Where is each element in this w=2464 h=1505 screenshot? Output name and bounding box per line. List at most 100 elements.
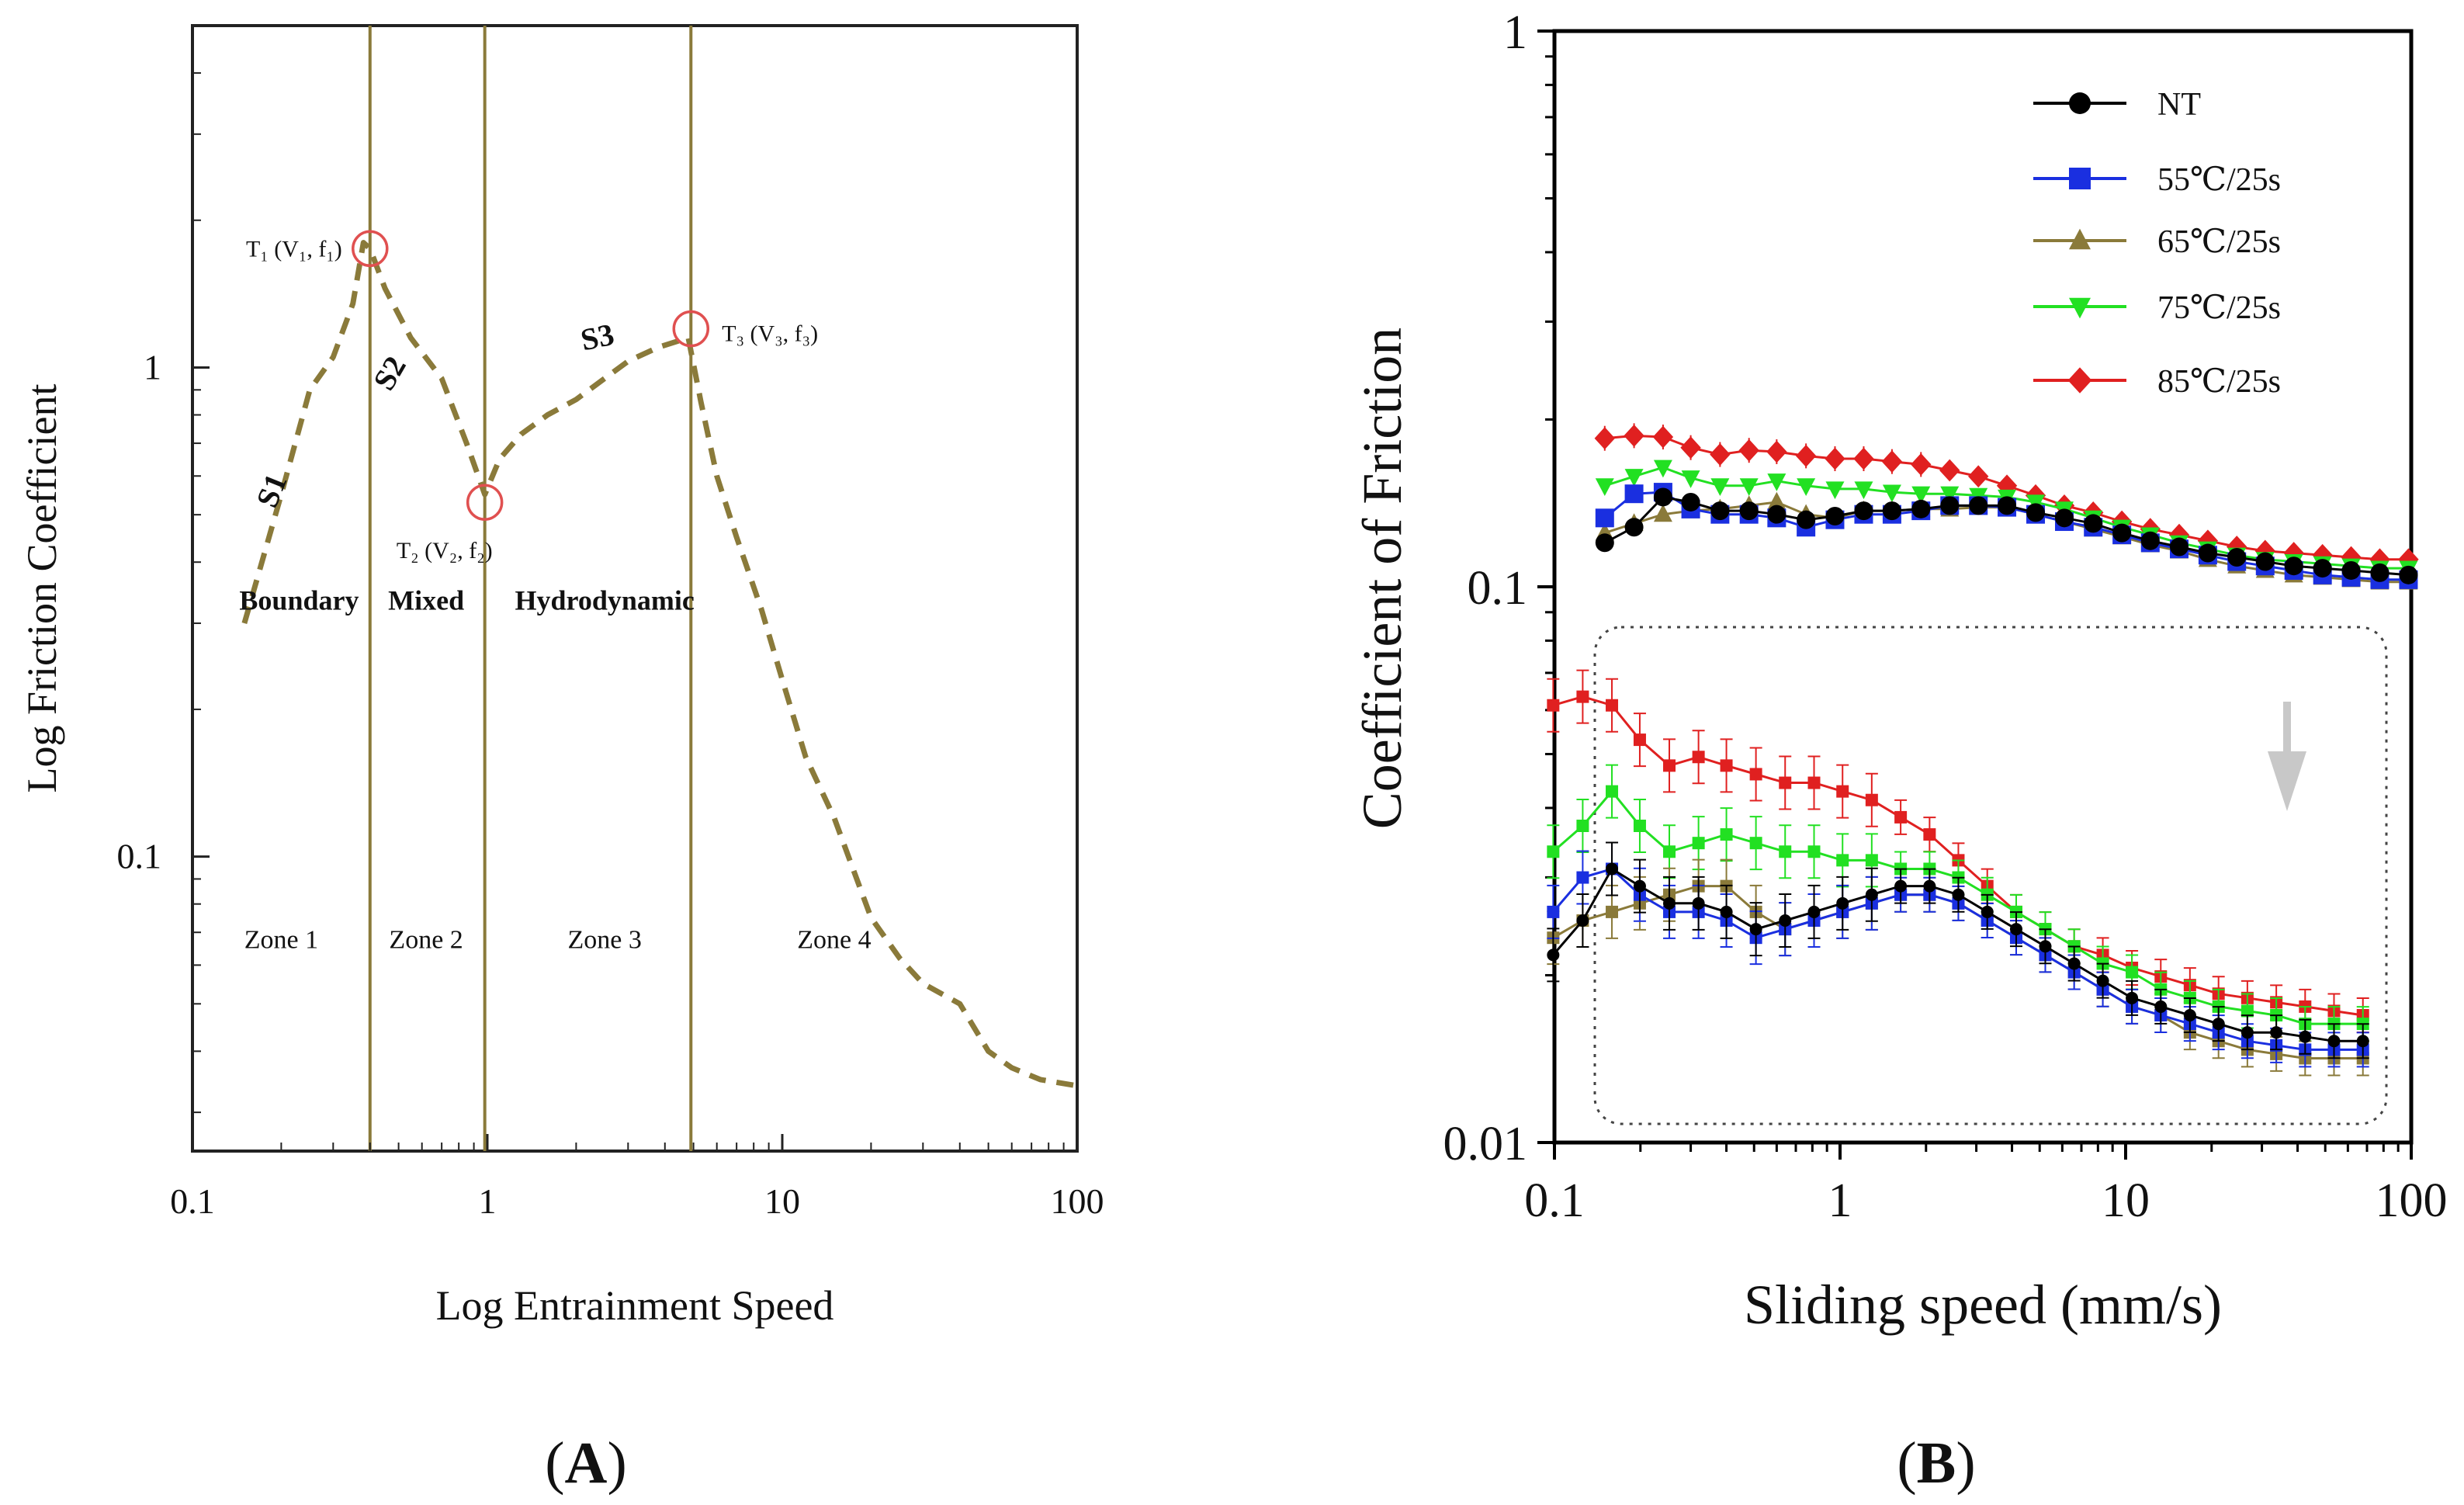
inset-data-point	[1923, 879, 1936, 893]
b-data-point	[1595, 508, 1614, 528]
b-data-point	[1882, 501, 1901, 521]
inset-data-point	[2096, 974, 2109, 987]
b-data-point	[1939, 459, 1960, 482]
inset-data-point	[1692, 837, 1705, 850]
a-transition-label-1: T₁ (V₁, f₁)	[246, 236, 342, 262]
b-data-point	[2055, 508, 2074, 528]
inset-data-point	[1865, 854, 1878, 867]
b-data-point	[1882, 484, 1901, 503]
panel-a-y-axis-title: Log Friction Coefficient	[19, 384, 65, 793]
inset-data-point	[1576, 871, 1589, 884]
b-data-point	[1797, 478, 1816, 496]
inset-data-point	[2039, 940, 2052, 953]
b-data-point	[1854, 501, 1873, 521]
inset-data-point	[1749, 837, 1762, 850]
a-friction-curve	[241, 240, 1078, 1089]
panel-b-legend: NT 55℃/25s 65℃/25s 75℃/25s 85℃/25s	[2033, 87, 2281, 400]
b-data-point	[1653, 487, 1672, 507]
b-data-point	[1681, 492, 1700, 511]
panel-b-y-axis-title: Coefficient of Friction	[1351, 328, 1413, 830]
b-data-point	[2140, 531, 2160, 550]
b-data-point	[1911, 499, 1931, 518]
inset-data-point	[1836, 785, 1849, 798]
inset-data-point	[2154, 1000, 2168, 1013]
b-x-tick-label: 0.1	[1524, 1174, 1585, 1227]
legend-marker-4	[2067, 367, 2092, 394]
inset-data-point	[2240, 1026, 2254, 1039]
panel-b-label: (B)	[1897, 1430, 1975, 1496]
a-regime-label-3: Hydrodynamic	[515, 584, 695, 616]
b-y-tick-label: 0.01	[1443, 1118, 1528, 1170]
b-data-point	[2370, 563, 2389, 582]
a-regime-label-2: Mixed	[388, 584, 464, 616]
inset-data-point	[2212, 1018, 2225, 1031]
inset-data-point	[1720, 759, 1733, 772]
down-arrow-icon	[2268, 702, 2306, 811]
b-data-point	[2084, 514, 2103, 533]
b-data-point	[1653, 504, 1672, 522]
b-data-point	[1595, 478, 1614, 496]
b-data-point	[1911, 453, 1932, 476]
inset-data-point	[2299, 1030, 2312, 1043]
b-data-point	[1594, 427, 1616, 450]
b-data-point	[2399, 565, 2418, 584]
inset-dotted-box	[1593, 626, 2388, 1125]
inset-data-point	[1749, 923, 1762, 936]
legend-marker-3	[2069, 297, 2091, 319]
a-x-tick-label: 0.1	[170, 1181, 215, 1221]
inset-data-point	[1807, 905, 1821, 918]
inset-data-point	[1807, 776, 1821, 789]
inset-data-point	[1720, 828, 1733, 841]
b-y-tick-label: 1	[1503, 6, 1527, 59]
a-slope-label-3: S3	[577, 317, 617, 358]
b-x-tick-label: 10	[2102, 1174, 2150, 1227]
a-x-tick-label: 10	[764, 1181, 800, 1221]
b-data-point	[1710, 478, 1730, 496]
a-transition-label-3: T₃ (V₃, f₃)	[722, 321, 818, 347]
inset-data-point	[2240, 1004, 2254, 1018]
b-data-point	[2255, 552, 2275, 571]
panel-b-series	[1594, 423, 2419, 590]
b-x-tick-label: 1	[1828, 1174, 1852, 1227]
a-zone-label-4: Zone 4	[797, 926, 871, 955]
inset-data-point	[1779, 776, 1792, 789]
b-data-point	[1998, 496, 2017, 515]
b-data-point	[1797, 510, 1816, 529]
b-data-point	[2227, 547, 2247, 567]
a-regime-label-1: Boundary	[239, 584, 359, 616]
inset-data-point	[2327, 1035, 2341, 1048]
inset-data-point	[1547, 845, 1560, 858]
inset-data-point	[1576, 914, 1589, 927]
inset-data-point	[1952, 888, 1965, 901]
a-zone-label-3: Zone 3	[568, 926, 642, 955]
panel-b-plot-frame	[1552, 29, 2414, 1145]
legend-marker-2	[2069, 228, 2091, 250]
inset-data-point	[1894, 810, 1908, 824]
b-data-point	[2198, 543, 2217, 563]
b-data-point	[1624, 469, 1644, 487]
a-slope-label-2: S2	[366, 350, 413, 396]
b-data-point	[2284, 557, 2303, 576]
inset-data-point	[1779, 914, 1792, 927]
inset-data-point	[1836, 896, 1849, 910]
b-data-point	[1680, 436, 1701, 459]
inset-data-point	[1633, 733, 1646, 747]
b-data-point	[1940, 496, 1960, 515]
a-x-tick-label: 1	[479, 1181, 497, 1221]
inset-data-point	[2067, 957, 2081, 970]
inset-series	[1547, 669, 2369, 1077]
inset-data-point	[1865, 888, 1878, 901]
b-data-point	[1767, 491, 1786, 510]
b-data-point	[1624, 424, 1644, 447]
legend-label-2: 65℃/25s	[2157, 224, 2281, 260]
b-data-point	[2254, 539, 2275, 563]
panel-a-ticks: 0.1 1 10 100 0.1 1	[117, 25, 1104, 1221]
inset-data-point	[1576, 690, 1589, 703]
inset-data-point	[1923, 828, 1936, 841]
b-data-point	[2170, 537, 2189, 557]
inset-data-point	[1606, 862, 1619, 876]
b-x-tick-label: 100	[2376, 1174, 2448, 1227]
panel-a-plot-frame	[191, 24, 1079, 1153]
